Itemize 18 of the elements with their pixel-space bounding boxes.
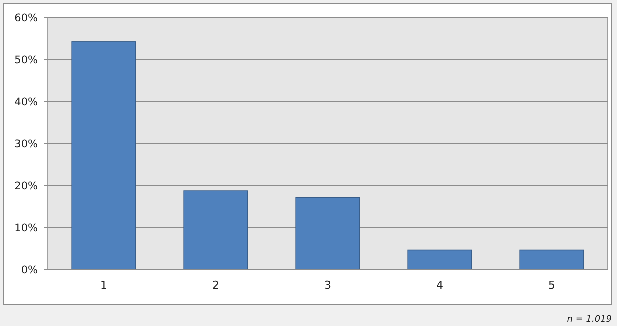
y-tick-label: 60% xyxy=(14,12,38,25)
x-tick-label: 2 xyxy=(212,279,220,292)
y-tick-label: 0% xyxy=(21,264,38,277)
y-tick-label: 10% xyxy=(14,222,38,235)
bar xyxy=(520,250,584,270)
bar xyxy=(296,197,360,270)
x-tick-label: 5 xyxy=(548,279,556,292)
y-tick-label: 50% xyxy=(14,54,38,67)
x-tick-label: 4 xyxy=(436,279,444,292)
text: n = 1.019 xyxy=(567,315,612,325)
bar xyxy=(184,190,248,270)
y-tick-label: 20% xyxy=(14,180,38,193)
x-tick-label: 3 xyxy=(324,279,332,292)
bar xyxy=(72,42,136,270)
y-tick-label: 40% xyxy=(14,96,38,109)
bar xyxy=(408,250,472,270)
x-tick-label: 1 xyxy=(100,279,108,292)
y-tick-label: 30% xyxy=(14,138,38,151)
